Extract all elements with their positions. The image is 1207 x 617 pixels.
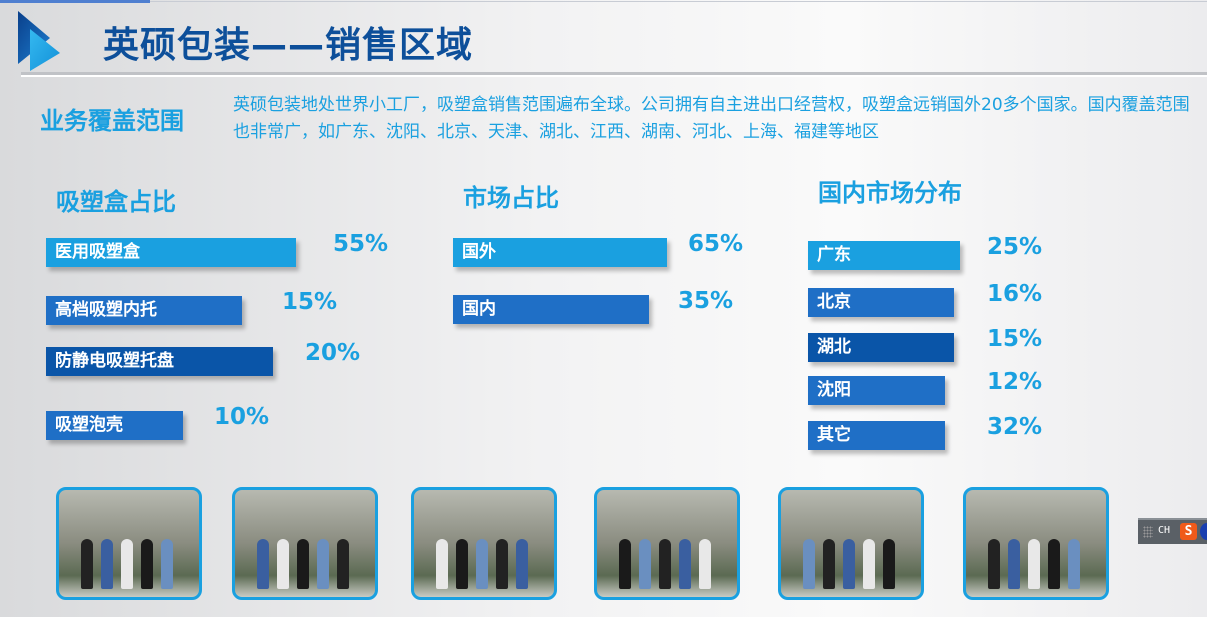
person-figure	[659, 539, 671, 589]
bar: 国内	[453, 295, 649, 324]
person-figure	[803, 539, 815, 589]
bar: 吸塑泡壳	[46, 411, 183, 440]
person-figure	[863, 539, 875, 589]
data-label: 10%	[214, 404, 270, 430]
data-label: 20%	[305, 340, 361, 366]
page-title: 英硕包装——销售区域	[103, 25, 474, 66]
person-figure	[141, 539, 153, 589]
bar: 湖北	[808, 333, 954, 362]
team-photo	[963, 487, 1109, 600]
person-figure	[81, 539, 93, 589]
person-figure	[988, 539, 1000, 589]
bar: 高档吸塑内托	[46, 296, 242, 325]
person-figure	[699, 539, 711, 589]
person-figure	[1008, 539, 1020, 589]
person-figure	[257, 539, 269, 589]
bar: 广东	[808, 241, 960, 270]
coverage-text: 英硕包装地处世界小工厂，吸塑盒销售范围遍布全球。公司拥有自主进出口经营权，吸塑盒…	[233, 95, 1190, 142]
data-label: 15%	[282, 289, 338, 315]
data-label: 15%	[987, 326, 1043, 352]
person-figure	[516, 539, 528, 589]
top-line	[150, 1, 1207, 2]
bar: 其它	[808, 421, 945, 450]
person-figure	[317, 539, 329, 589]
person-figure	[1048, 539, 1060, 589]
team-photo	[594, 487, 740, 600]
bar: 北京	[808, 288, 954, 317]
team-photo	[411, 487, 557, 600]
title-divider	[21, 72, 1207, 77]
person-figure	[436, 539, 448, 589]
data-label: 65%	[688, 231, 744, 257]
ime-language[interactable]: CH	[1158, 525, 1171, 536]
data-label: 12%	[987, 369, 1043, 395]
person-figure	[679, 539, 691, 589]
person-figure	[1068, 539, 1080, 589]
drag-handle-icon[interactable]	[1143, 526, 1153, 538]
person-figure	[456, 539, 468, 589]
person-figure	[277, 539, 289, 589]
data-label: 25%	[987, 234, 1043, 260]
top-accent-bar	[0, 0, 150, 3]
bar: 医用吸塑盒	[46, 238, 296, 267]
person-figure	[337, 539, 349, 589]
chart-title: 市场占比	[463, 184, 559, 212]
chart-title: 吸塑盒占比	[56, 188, 176, 216]
person-figure	[823, 539, 835, 589]
person-figure	[843, 539, 855, 589]
team-photo	[232, 487, 378, 600]
person-figure	[161, 539, 173, 589]
play-arrow-logo-icon	[18, 11, 60, 71]
ime-globe-icon[interactable]	[1200, 523, 1207, 540]
ime-toolbar[interactable]: CH S	[1138, 518, 1207, 544]
person-figure	[297, 539, 309, 589]
person-figure	[101, 539, 113, 589]
bar: 国外	[453, 238, 667, 267]
team-photo	[778, 487, 924, 600]
person-figure	[639, 539, 651, 589]
person-figure	[883, 539, 895, 589]
data-label: 16%	[987, 281, 1043, 307]
data-label: 32%	[987, 414, 1043, 440]
person-figure	[476, 539, 488, 589]
data-label: 55%	[333, 231, 389, 257]
bar: 防静电吸塑托盘	[46, 347, 273, 376]
person-figure	[619, 539, 631, 589]
person-figure	[496, 539, 508, 589]
person-figure	[121, 539, 133, 589]
person-figure	[1028, 539, 1040, 589]
chart-title: 国内市场分布	[818, 179, 962, 207]
sogou-icon[interactable]: S	[1180, 523, 1197, 540]
team-photo	[56, 487, 202, 600]
data-label: 35%	[678, 288, 734, 314]
bar: 沈阳	[808, 376, 945, 405]
coverage-label: 业务覆盖范围	[40, 107, 184, 135]
